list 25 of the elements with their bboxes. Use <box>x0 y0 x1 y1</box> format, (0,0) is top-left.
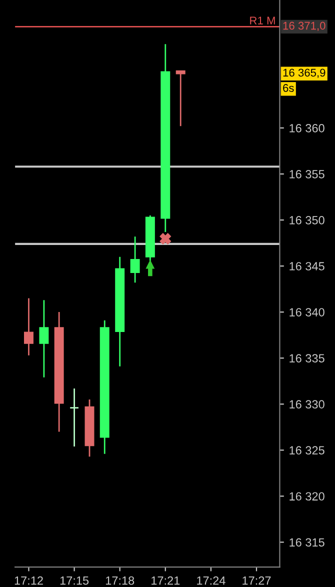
x-tick-label: 17:15 <box>60 576 89 585</box>
y-tick-label: 16 340 <box>290 308 324 316</box>
candlestick <box>24 298 34 356</box>
candlestick <box>176 70 186 127</box>
x-tick-label: 17:27 <box>242 576 271 585</box>
y-tick-label: 16 315 <box>290 538 324 547</box>
candlestick <box>130 236 140 284</box>
ref-line-label: R1 M <box>250 16 275 24</box>
y-tick-label: 16 345 <box>290 262 324 270</box>
candlestick <box>39 299 49 378</box>
x-tick-label: 17:24 <box>197 576 226 585</box>
x-tick-label: 17:18 <box>106 576 134 585</box>
y-tick-label: 16 330 <box>290 400 324 409</box>
y-tick-label: 16 325 <box>290 446 324 455</box>
y-tick-label: 16 320 <box>290 492 324 501</box>
text: 6s <box>283 84 294 92</box>
y-tick-label: 16 355 <box>290 170 324 178</box>
y-tick-label: 16 350 <box>290 216 324 224</box>
y-tick-label: 16 335 <box>290 354 324 362</box>
y-tick-label: 16 360 <box>290 124 324 132</box>
text: 16 365,9 <box>283 68 326 78</box>
text: 16 371,0 <box>283 22 326 31</box>
x-tick-label: 17:21 <box>152 576 180 585</box>
x-tick-label: 17:12 <box>14 576 43 585</box>
candlestick <box>69 388 80 448</box>
